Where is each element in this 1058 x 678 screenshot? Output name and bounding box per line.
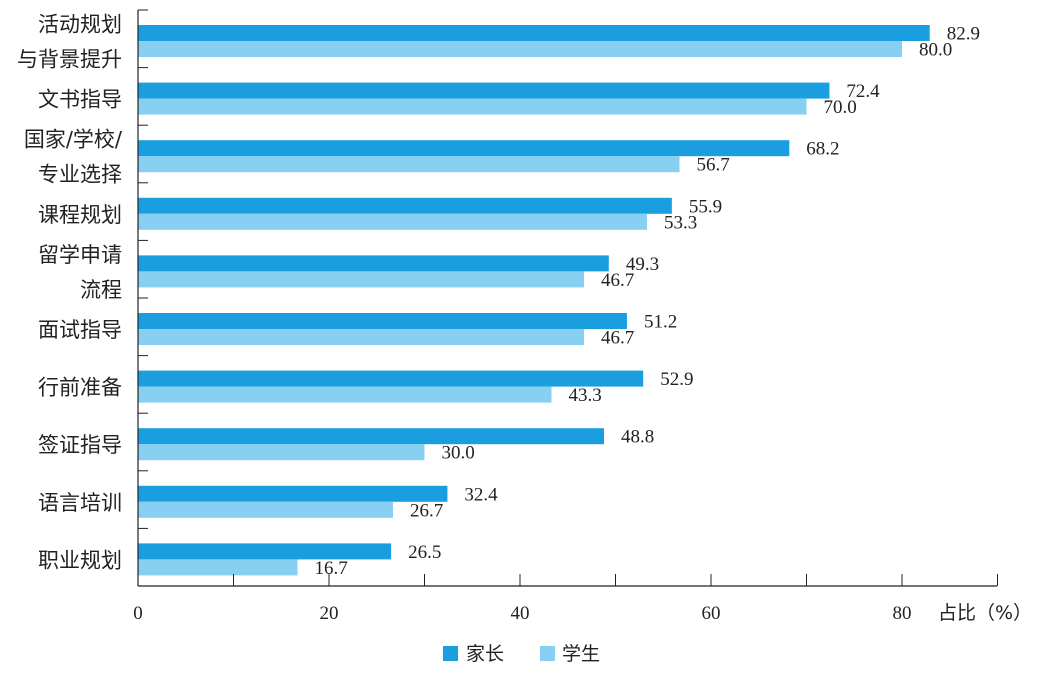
bar-parent-9 xyxy=(138,543,392,560)
x-tick-label-20: 20 xyxy=(320,603,339,624)
value-label-student-7: 30.0 xyxy=(442,443,475,464)
bar-parent-7 xyxy=(138,428,605,445)
value-label-student-8: 26.7 xyxy=(410,500,443,521)
category-label-7: 签证指导 xyxy=(38,433,122,457)
value-label-parent-9: 26.5 xyxy=(408,542,441,563)
value-label-parent-4: 49.3 xyxy=(626,254,659,275)
category-label-4: 留学申请流程 xyxy=(38,243,122,302)
value-label-student-5: 46.7 xyxy=(601,328,634,349)
x-tick-label-0: 0 xyxy=(133,603,143,624)
x-axis-title: 占比（%） xyxy=(938,602,1032,624)
bar-student-4 xyxy=(138,271,584,288)
legend-label-0: 家长 xyxy=(466,643,504,665)
value-label-parent-8: 32.4 xyxy=(464,484,498,505)
value-label-student-1: 70.0 xyxy=(824,97,857,118)
bar-student-1 xyxy=(138,98,807,115)
category-label-2: 国家/学校/专业选择 xyxy=(24,128,123,187)
legend-label-1: 学生 xyxy=(562,643,600,665)
value-label-parent-7: 48.8 xyxy=(621,427,654,448)
category-label-9: 职业规划 xyxy=(38,548,122,572)
axes-layer xyxy=(137,9,998,587)
value-label-student-2: 56.7 xyxy=(696,155,729,176)
bar-student-6 xyxy=(138,386,552,403)
category-label-8: 语言培训 xyxy=(38,491,122,515)
legend-swatch-0 xyxy=(443,646,458,661)
category-label-6: 行前准备 xyxy=(38,376,122,400)
bar-parent-0 xyxy=(138,25,930,41)
category-label-1: 文书指导 xyxy=(38,88,122,112)
category-labels-layer: 活动规划与背景提升文书指导国家/学校/专业选择课程规划留学申请流程面试指导行前准… xyxy=(17,13,123,573)
x-tick-label-60: 60 xyxy=(702,603,721,624)
bar-parent-4 xyxy=(138,255,609,272)
bar-parent-1 xyxy=(138,82,830,99)
value-labels-layer: 82.9 72.4 68.2 55.9 49.3 51.2 52.9 48.8 32.4 26.5… xyxy=(314,24,979,579)
value-label-student-9: 16.7 xyxy=(314,558,347,579)
value-label-parent-1: 72.4 xyxy=(846,81,880,102)
bar-student-0 xyxy=(138,41,902,57)
category-label-3: 课程规划 xyxy=(38,203,122,227)
value-label-parent-5: 51.2 xyxy=(644,312,677,333)
value-label-parent-0: 82.9 xyxy=(947,24,980,45)
bar-parent-6 xyxy=(138,370,644,387)
bar-student-2 xyxy=(138,156,680,173)
category-label-0: 活动规划与背景提升 xyxy=(17,13,122,72)
bar-student-3 xyxy=(138,213,648,230)
value-label-student-3: 53.3 xyxy=(664,212,697,233)
value-label-parent-6: 52.9 xyxy=(660,369,693,390)
bar-student-9 xyxy=(138,559,298,576)
value-label-parent-3: 55.9 xyxy=(689,196,722,217)
bar-student-8 xyxy=(138,501,393,518)
bar-student-5 xyxy=(138,329,584,345)
bar-parent-3 xyxy=(138,197,672,214)
x-tick-label-40: 40 xyxy=(511,603,530,624)
legend-swatch-1 xyxy=(540,646,555,661)
bar-parent-5 xyxy=(138,313,627,329)
category-label-5: 面试指导 xyxy=(38,318,122,342)
bars-layer xyxy=(138,25,930,576)
x-tick-label-80: 80 xyxy=(893,603,912,624)
value-label-student-0: 80.0 xyxy=(919,40,952,61)
value-label-student-6: 43.3 xyxy=(569,385,602,406)
ticks-layer: 0 20 40 60 80 xyxy=(133,603,911,624)
bar-parent-2 xyxy=(138,140,790,157)
value-label-parent-2: 68.2 xyxy=(806,139,839,160)
bar-parent-8 xyxy=(138,485,448,502)
legend: 家长 学生 xyxy=(443,643,600,665)
bar-student-7 xyxy=(138,444,425,461)
value-label-student-4: 46.7 xyxy=(601,270,634,291)
